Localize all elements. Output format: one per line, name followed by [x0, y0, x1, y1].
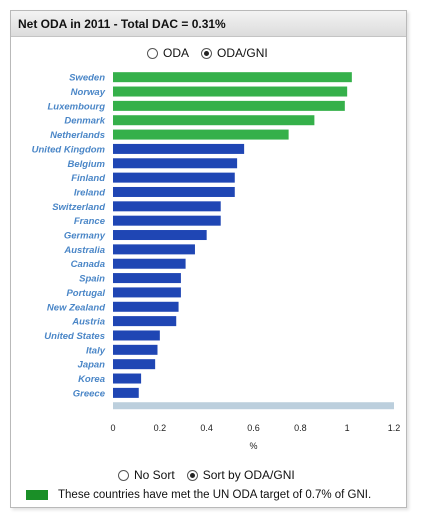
x-tick-label: 1: [345, 423, 350, 433]
category-label: United Kingdom: [32, 144, 106, 155]
category-label: Japan: [78, 360, 106, 371]
radio-sort-by-oda-gni-label[interactable]: Sort by ODA/GNI: [202, 468, 295, 482]
bar-chart: Sweden Norway Luxembourg Denmark Netherlands…: [32, 72, 401, 451]
bar-ireland[interactable]: [113, 186, 235, 197]
category-label: United States: [44, 331, 105, 342]
bar-greece[interactable]: [113, 387, 139, 398]
x-tick-label: 0.6: [247, 423, 260, 433]
bar-austria[interactable]: [113, 316, 177, 327]
category-label: Luxembourg: [47, 101, 105, 112]
legend-text: These countries have met the UN ODA targ…: [58, 489, 372, 501]
x-tick-label: 1.2: [388, 423, 401, 433]
category-label: Sweden: [69, 73, 105, 84]
category-label: France: [74, 216, 106, 227]
radio-no-sort-label[interactable]: No Sort: [134, 468, 175, 482]
radio-oda-gni-label[interactable]: ODA/GNI: [217, 46, 268, 60]
bar-norway[interactable]: [113, 86, 348, 97]
bar-total[interactable]: [113, 402, 394, 410]
chart-panel: Net ODA in 2011 - Total DAC = 0.31% ODA …: [10, 10, 407, 508]
category-label: Austria: [71, 317, 105, 328]
x-tick-label: 0.4: [200, 423, 213, 433]
bar-japan[interactable]: [113, 359, 156, 370]
radio-oda-label[interactable]: ODA: [163, 46, 190, 60]
bar-spain[interactable]: [113, 273, 181, 284]
category-label: New Zealand: [47, 302, 105, 313]
x-tick-label: 0.2: [154, 423, 167, 433]
bar-portugal[interactable]: [113, 287, 181, 298]
legend-swatch: [26, 490, 48, 500]
bar-korea[interactable]: [113, 373, 142, 384]
legend: These countries have met the UN ODA targ…: [26, 489, 371, 501]
category-label: Italy: [86, 345, 106, 356]
bar-germany[interactable]: [113, 230, 207, 241]
bar-australia[interactable]: [113, 244, 195, 255]
category-label: Ireland: [74, 187, 105, 198]
bar-luxembourg[interactable]: [113, 100, 345, 111]
radio-oda[interactable]: [147, 47, 158, 59]
category-label: Canada: [71, 259, 105, 270]
category-label: Portugal: [66, 288, 105, 299]
category-label: Greece: [73, 388, 106, 399]
radio-sort-by-oda-gni[interactable]: [186, 469, 198, 481]
category-label: Spain: [79, 274, 105, 285]
bar-sweden[interactable]: [113, 72, 352, 83]
bar-new-zealand[interactable]: [113, 301, 179, 312]
x-axis-label: %: [249, 441, 257, 451]
bar-denmark[interactable]: [113, 115, 315, 126]
bar-united-states[interactable]: [113, 330, 160, 341]
radio-oda-gni[interactable]: [201, 47, 213, 59]
category-label: Korea: [78, 374, 105, 385]
category-label: Netherlands: [50, 130, 105, 141]
category-label: Australia: [63, 245, 105, 256]
x-tick-label: 0.8: [294, 423, 307, 433]
bar-finland[interactable]: [113, 172, 235, 183]
sort-selector: No Sort Sort by ODA/GNI: [118, 468, 307, 482]
bar-canada[interactable]: [113, 258, 186, 269]
panel-title: Net ODA in 2011 - Total DAC = 0.31%: [11, 11, 406, 37]
category-label: Finland: [71, 173, 105, 184]
bar-belgium[interactable]: [113, 158, 238, 169]
category-label: Denmark: [64, 116, 105, 127]
radio-no-sort[interactable]: [118, 469, 129, 481]
category-label: Switzerland: [52, 202, 105, 213]
category-label: Norway: [71, 87, 106, 98]
category-label: Belgium: [68, 159, 106, 170]
measure-selector: ODA ODA/GNI: [147, 46, 280, 60]
bar-france[interactable]: [113, 215, 221, 226]
bar-netherlands[interactable]: [113, 129, 289, 140]
x-tick-label: 0: [110, 423, 115, 433]
bar-italy[interactable]: [113, 344, 158, 355]
bar-united-kingdom[interactable]: [113, 143, 245, 154]
category-label: Germany: [64, 231, 106, 242]
bar-switzerland[interactable]: [113, 201, 221, 212]
